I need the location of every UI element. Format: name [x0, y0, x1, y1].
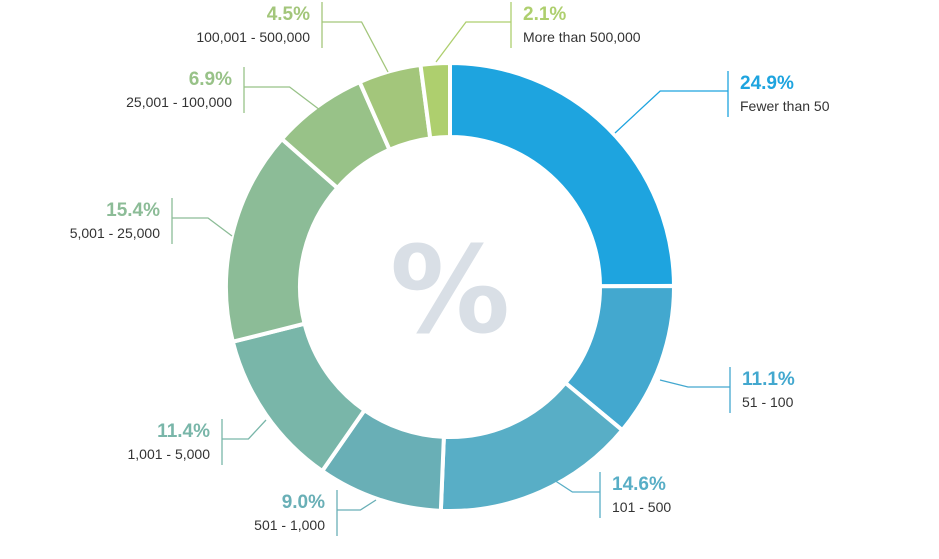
donut-slices — [224, 60, 677, 513]
leader-line-4 — [337, 499, 377, 511]
slice-percent-label: 11.4% — [157, 421, 210, 442]
slice-category-label: 1,001 - 5,000 — [127, 446, 210, 462]
leader-line-1 — [614, 90, 728, 134]
slice-percent-label: 14.6% — [612, 474, 666, 495]
slice-1 — [448, 60, 677, 289]
slice-percent-label: 6.9% — [189, 69, 232, 90]
leader-line-6 — [172, 217, 233, 237]
slice-category-label: 100,001 - 500,000 — [196, 29, 310, 45]
slice-percent-label: 11.1% — [742, 369, 795, 390]
slice-percent-label: 4.5% — [267, 4, 310, 25]
slice-percent-label: 15.4% — [106, 200, 160, 221]
leader-line-3 — [553, 479, 600, 493]
slice-category-label: 101 - 500 — [612, 499, 671, 515]
leader-line-9 — [435, 21, 511, 63]
leader-lines — [171, 2, 731, 536]
slice-category-label: More than 500,000 — [523, 29, 641, 45]
leader-line-2 — [659, 379, 730, 388]
leader-line-5 — [222, 419, 267, 440]
slice-category-label: 25,001 - 100,000 — [126, 94, 232, 110]
percent-symbol: % — [390, 222, 510, 361]
slice-percent-label: 24.9% — [740, 73, 794, 94]
leader-line-8 — [322, 21, 389, 73]
slice-category-label: 51 - 100 — [742, 394, 794, 410]
slice-percent-label: 9.0% — [282, 492, 325, 513]
slice-percent-label: 2.1% — [523, 4, 566, 25]
slice-category-label: 5,001 - 25,000 — [70, 225, 161, 241]
leader-line-7 — [244, 86, 321, 111]
slice-9 — [418, 60, 452, 141]
slice-category-label: Fewer than 50 — [740, 98, 830, 114]
slice-category-label: 501 - 1,000 — [254, 517, 325, 533]
slice-labels: 24.9% Fewer than 50 11.1% 51 - 100 14.6% 101 … — [70, 4, 830, 533]
